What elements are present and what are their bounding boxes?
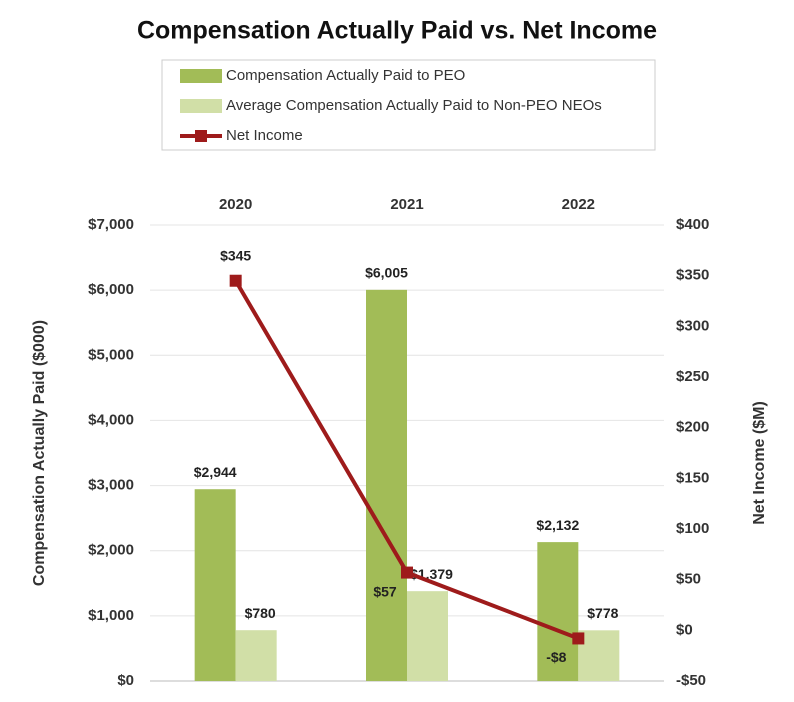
value-label: $1,379 bbox=[410, 566, 453, 582]
y2-axis-title: Net Income ($M) bbox=[751, 401, 768, 525]
value-label: $345 bbox=[220, 247, 251, 263]
legend-box bbox=[161, 59, 656, 151]
y2-tick-label: $0 bbox=[676, 621, 693, 638]
y2-tick-label: $100 bbox=[676, 520, 709, 537]
line-marker bbox=[401, 566, 413, 579]
y2-tick-label: $50 bbox=[676, 571, 701, 588]
y2-tick-label: -$50 bbox=[676, 672, 706, 689]
y-tick-label: $2,000 bbox=[88, 542, 134, 559]
chart-title: Compensation Actually Paid vs. Net Incom… bbox=[137, 17, 657, 45]
bar bbox=[578, 630, 620, 681]
bar bbox=[194, 489, 236, 681]
y2-tick-label: $250 bbox=[676, 368, 709, 385]
y-tick-label: $5,000 bbox=[88, 346, 134, 363]
y2-tick-label: $400 bbox=[676, 216, 709, 233]
legend-label: Average Compensation Actually Paid to No… bbox=[226, 97, 602, 114]
value-label: -$8 bbox=[546, 649, 566, 665]
bar bbox=[407, 591, 448, 681]
y-tick-label: $6,000 bbox=[88, 281, 134, 298]
y2-tick-label: $300 bbox=[676, 317, 709, 334]
y-axis-title: Compensation Actually Paid ($000) bbox=[31, 320, 48, 586]
legend-swatch bbox=[180, 99, 222, 113]
value-label: $6,005 bbox=[365, 265, 408, 281]
y-tick-label: $3,000 bbox=[88, 477, 134, 494]
bar bbox=[366, 289, 407, 681]
y-tick-label: $4,000 bbox=[88, 411, 134, 428]
x-tick-label: 2022 bbox=[562, 196, 595, 213]
x-tick-label: 2020 bbox=[219, 196, 252, 213]
y2-tick-label: $350 bbox=[676, 267, 709, 284]
y-tick-label: $0 bbox=[117, 672, 134, 689]
value-label: $57 bbox=[373, 583, 397, 599]
y-tick-label: $7,000 bbox=[88, 216, 134, 233]
x-tick-label: 2021 bbox=[390, 196, 423, 213]
legend-marker bbox=[195, 130, 207, 142]
legend-swatch bbox=[180, 69, 222, 83]
value-label: $2,132 bbox=[536, 517, 579, 533]
y-tick-label: $1,000 bbox=[88, 607, 134, 624]
line-marker bbox=[229, 274, 242, 287]
legend-label: Net Income bbox=[226, 127, 303, 144]
y2-tick-label: $150 bbox=[676, 469, 709, 486]
value-label: $780 bbox=[245, 605, 276, 621]
value-label: $778 bbox=[587, 605, 618, 621]
line-marker bbox=[572, 632, 585, 645]
value-label: $2,944 bbox=[194, 464, 237, 480]
legend-label: Compensation Actually Paid to PEO bbox=[226, 67, 465, 84]
bar bbox=[537, 542, 579, 681]
bar bbox=[235, 630, 277, 681]
y2-tick-label: $200 bbox=[676, 419, 709, 436]
